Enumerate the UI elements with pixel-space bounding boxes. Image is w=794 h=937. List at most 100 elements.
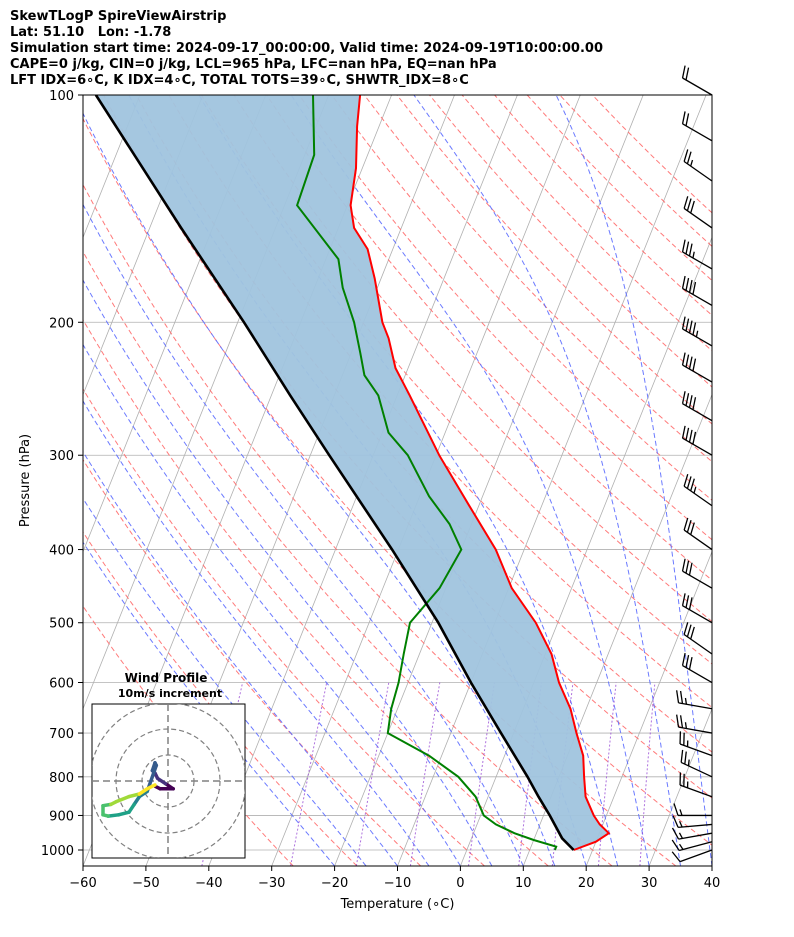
isotherm-line [397, 95, 707, 866]
mixing-ratio-line [597, 682, 617, 866]
isotherm-line [711, 864, 712, 866]
wind-barb [681, 652, 713, 684]
wind-barb [679, 772, 713, 798]
x-axis-label: Temperature (∘C) [340, 897, 455, 912]
instability-fill [95, 95, 609, 850]
x-tick-label: −20 [321, 876, 348, 891]
y-tick-label: 1000 [41, 844, 74, 859]
hodograph-segment [116, 810, 131, 817]
dry-adiabat [83, 318, 549, 866]
y-tick-label: 200 [49, 316, 74, 331]
hodograph-segment [127, 792, 142, 799]
moist-adiabat [83, 279, 493, 866]
wind-barb [681, 65, 713, 96]
wind-barbs [671, 65, 713, 863]
x-tick-label: 10 [515, 876, 532, 891]
wind-barb [671, 827, 713, 840]
temperature-profile [349, 95, 611, 851]
moist-adiabat [83, 203, 524, 866]
x-tick-label: −40 [195, 876, 222, 891]
moist-adiabat [555, 95, 712, 866]
hodograph-subtitle: 10m/s increment [118, 687, 222, 700]
x-tick-label: 0 [456, 876, 464, 891]
mixing-ratio-line [355, 682, 390, 866]
x-tick-label: 20 [578, 876, 595, 891]
wind-barb [681, 275, 713, 307]
mixing-ratio-line [468, 682, 495, 866]
x-tick-label: −60 [69, 876, 96, 891]
wind-barb [683, 473, 713, 507]
y-tick-label: 500 [49, 617, 74, 632]
wind-barb [683, 517, 713, 551]
parcel-profile [94, 95, 575, 851]
hodograph-title: Wind Profile [125, 671, 208, 685]
hodograph-segment [114, 794, 131, 804]
wind-barb [681, 316, 713, 347]
moist-adiabat [290, 95, 650, 866]
dry-adiabat [396, 95, 712, 425]
wind-barb [676, 690, 713, 710]
y-tick-label: 600 [49, 677, 74, 692]
dry-adiabat [135, 95, 712, 753]
moist-adiabat [83, 343, 461, 866]
hodograph-inset: Wind Profile 10m/s increment [91, 671, 246, 859]
y-tick-label: 100 [49, 89, 74, 104]
time-line: Simulation start time: 2024-09-17_00:00:… [10, 41, 603, 56]
dry-adiabat [168, 95, 712, 709]
mixing-ratio-line [290, 682, 328, 866]
dry-adiabat [83, 531, 358, 866]
x-tick-label: 40 [704, 876, 721, 891]
isotherm-line [585, 550, 712, 866]
wind-barb [681, 425, 713, 456]
dry-adiabat [363, 95, 712, 463]
isotherm-line [0, 95, 77, 866]
moist-adiabat [83, 400, 430, 866]
isotherm-line [0, 95, 14, 866]
moist-adiabat [413, 95, 681, 866]
moist-adiabat [83, 112, 556, 866]
index-line: LFT IDX=6∘C, K IDX=4∘C, TOTAL TOTS=39∘C,… [10, 73, 469, 88]
wind-barb [683, 196, 713, 229]
dry-adiabat [83, 183, 677, 866]
location-line: Lat: 51.10 Lon: -1.78 [10, 25, 172, 40]
dry-adiabat [331, 95, 712, 501]
y-tick-label: 900 [49, 809, 74, 824]
moist-adiabat [83, 450, 398, 866]
x-tick-label: −50 [132, 876, 159, 891]
x-tick-label: 30 [641, 876, 658, 891]
chart-header: SkewTLogP SpireViewAirstrip Lat: 51.10 L… [10, 9, 603, 89]
isotherm-line [334, 95, 644, 866]
instability-line: CAPE=0 j/kg, CIN=0 j/kg, LCL=965 hPa, LF… [10, 57, 497, 72]
wind-barb [681, 352, 713, 383]
y-tick-label: 800 [49, 771, 74, 786]
hodograph-segment [145, 783, 157, 791]
wind-barb [683, 149, 713, 182]
mixing-ratio-line [518, 682, 542, 866]
mixing-ratio-line [409, 682, 441, 866]
mixing-ratio-line [639, 682, 656, 866]
x-tick-label: −30 [258, 876, 285, 891]
wind-barb [671, 839, 713, 852]
isotherm-line [83, 95, 141, 239]
isotherm-line [83, 95, 204, 396]
y-tick-label: 400 [49, 544, 74, 559]
wind-barb [679, 731, 713, 757]
wind-barb [683, 622, 713, 655]
plot-area [0, 95, 712, 866]
wind-barb [672, 815, 713, 829]
x-tick-label: −10 [384, 876, 411, 891]
wind-barb [676, 714, 713, 734]
wind-barb [671, 849, 713, 863]
dry-adiabat [298, 95, 712, 541]
isotherm-line [460, 236, 712, 866]
wind-barb [680, 749, 713, 778]
wind-barb [681, 558, 713, 589]
y-tick-label: 300 [49, 449, 74, 464]
wind-barb [681, 239, 713, 270]
wind-barb [681, 111, 713, 142]
wind-barb [673, 803, 712, 817]
chart-title: SkewTLogP SpireViewAirstrip [10, 9, 227, 24]
wind-barb [681, 593, 713, 624]
y-tick-label: 700 [49, 727, 74, 742]
